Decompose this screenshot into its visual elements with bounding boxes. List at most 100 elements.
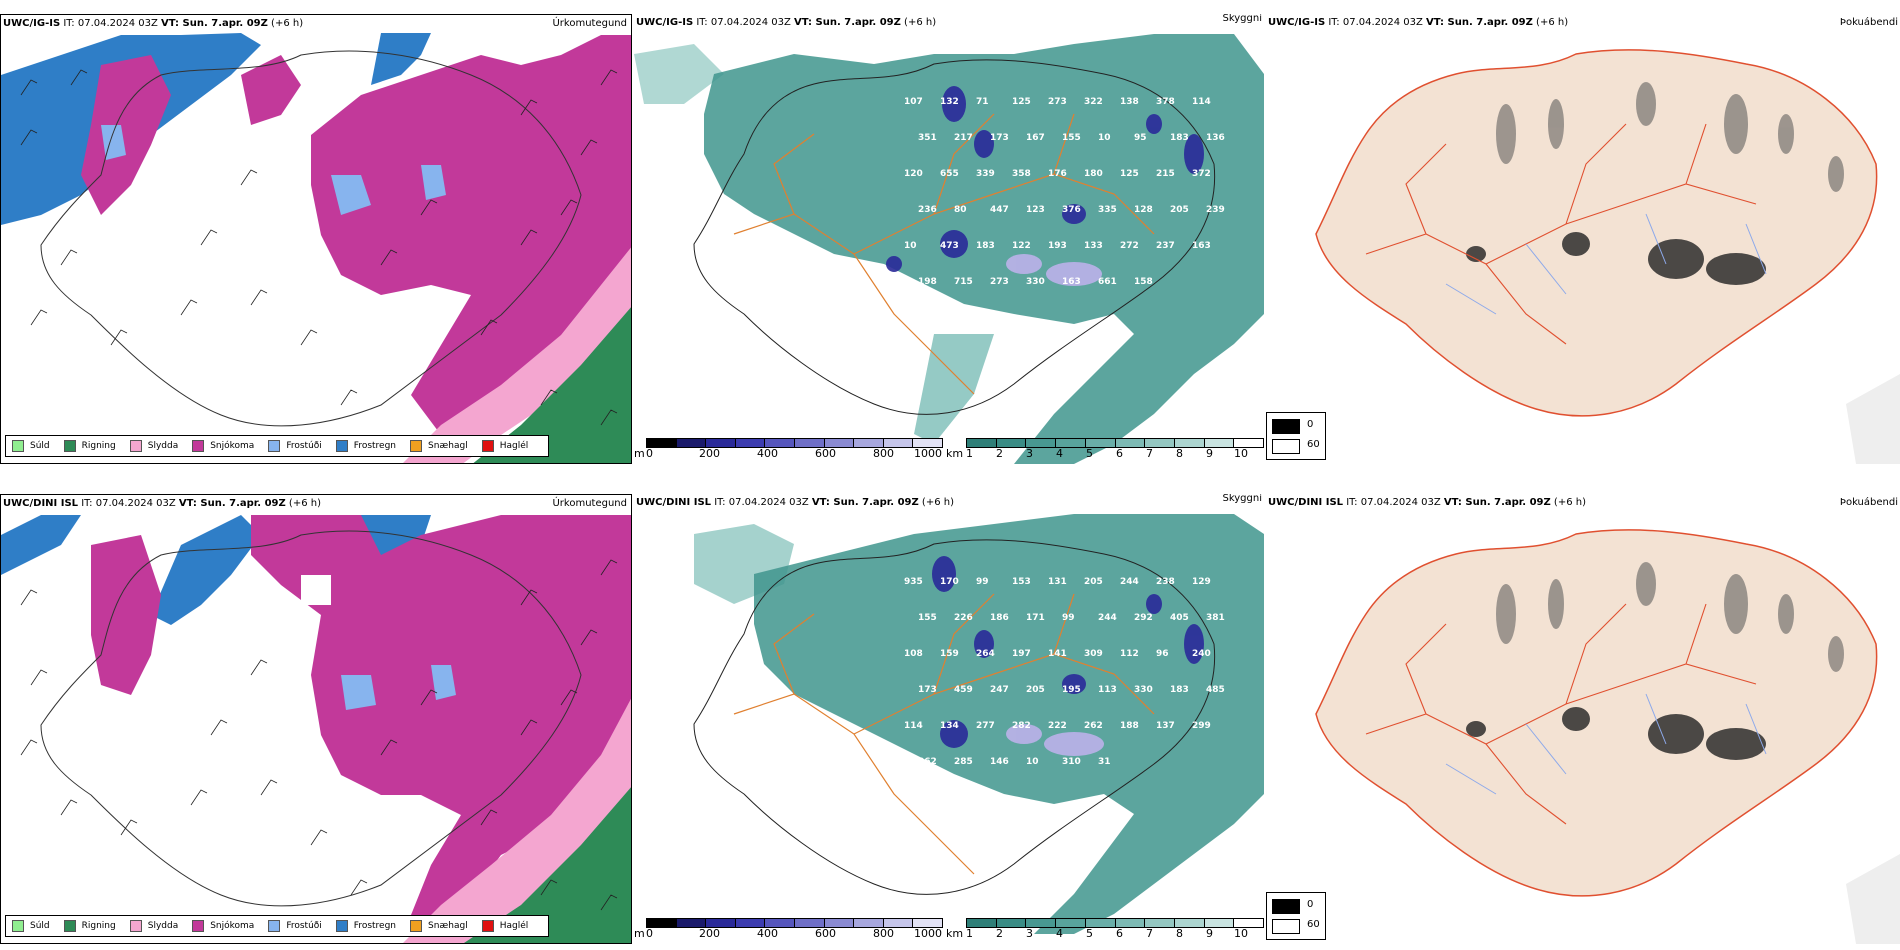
cloud-base-label: 655 xyxy=(940,169,959,179)
cloud-base-label: 80 xyxy=(954,205,967,215)
cloud-base-label: 134 xyxy=(940,721,959,731)
colorbar-unit: m xyxy=(634,927,645,940)
legend-item-snaehagl: Snæhagl xyxy=(410,920,468,932)
precip-legend: Súld Rigning Slydda Snjókoma Frostúði Fr… xyxy=(5,435,550,457)
cloud-base-label: 10 xyxy=(1098,133,1111,143)
cloud-base-label: 99 xyxy=(976,577,989,587)
cloud-base-label: 351 xyxy=(918,133,937,143)
cloud-base-label: 238 xyxy=(1156,577,1175,587)
cloud-base-label: 273 xyxy=(990,277,1009,287)
cloud-base-label: 378 xyxy=(1156,97,1175,107)
cloud-base-label: 31 xyxy=(1098,757,1111,767)
cloud-base-label: 193 xyxy=(1048,241,1067,251)
panel-title: Þokuábendi xyxy=(1839,17,1898,28)
cloud-base-label: 322 xyxy=(1084,97,1103,107)
cloud-base-labels: 107 132 71 125 273 322 138 378 114 351 217 173 167 15… xyxy=(904,97,1225,287)
colorbar-swatches xyxy=(646,438,943,448)
tick-label: 0 xyxy=(646,447,653,460)
cloud-base-label: 262 xyxy=(1084,721,1103,731)
cloud-base-label: 138 xyxy=(1120,97,1139,107)
cloud-base-label: 244 xyxy=(1098,613,1117,623)
cloud-base-label: 171 xyxy=(1026,613,1045,623)
cloud-base-label: 163 xyxy=(1192,241,1211,251)
fog-legend: 0 60 xyxy=(1266,892,1326,940)
cloud-base-label: 129 xyxy=(1192,577,1211,587)
panel-header: UWC/IG-IS IT: 07.04.2024 03Z VT: Sun. 7.… xyxy=(1268,17,1569,28)
cloud-base-label: 10 xyxy=(1026,757,1039,767)
cloud-base-label: 163 xyxy=(1062,277,1081,287)
fog-map xyxy=(1266,14,1900,464)
tick-label: 8 xyxy=(1176,447,1183,460)
legend-swatch xyxy=(12,920,24,932)
cloud-base-label: 125 xyxy=(1120,169,1139,179)
cloud-base-label: 459 xyxy=(954,685,973,695)
elevation-colorbar: m 0 200 400 600 800 1000 xyxy=(634,918,944,940)
cloud-base-label: 170 xyxy=(940,577,959,587)
cloud-base-label: 137 xyxy=(1156,721,1175,731)
cloud-base-label: 71 xyxy=(976,97,989,107)
legend-item-snaehagl: Snæhagl xyxy=(410,440,468,452)
cloud-base-label: 155 xyxy=(1062,133,1081,143)
cloud-base-label: 264 xyxy=(976,649,995,659)
cloud-base-label: 935 xyxy=(904,577,923,587)
cloud-base-label: 330 xyxy=(1026,277,1045,287)
legend-swatch xyxy=(268,920,281,932)
cloud-base-label: 715 xyxy=(954,277,973,287)
tick-label: 10 xyxy=(1234,447,1248,460)
fog-index-panel: UWC/IG-IS IT: 07.04.2024 03Z VT: Sun. 7.… xyxy=(1266,14,1900,464)
cloud-base-label: 215 xyxy=(1156,169,1175,179)
panel-title: Skyggni xyxy=(1222,14,1262,24)
cloud-base-label: 183 xyxy=(1170,133,1189,143)
cloud-base-label: 173 xyxy=(990,133,1009,143)
cloud-base-label: 95 xyxy=(1134,133,1147,143)
cloud-base-label: 237 xyxy=(1156,241,1175,251)
fog-swatch-dark xyxy=(1272,899,1300,914)
legend-swatch xyxy=(12,440,24,452)
cloud-base-label: 195 xyxy=(1062,685,1081,695)
legend-item-haglel: Haglél xyxy=(481,920,528,932)
panel-title: Úrkomutegund xyxy=(552,498,627,509)
legend-item-frostregn: Frostregn xyxy=(335,920,396,932)
cloud-base-label: 381 xyxy=(1206,613,1225,623)
cloud-base-label: 114 xyxy=(904,721,923,731)
tick-label: 8 xyxy=(1176,927,1183,940)
cloud-base-label: 299 xyxy=(1192,721,1211,731)
cloud-base-label: 226 xyxy=(954,613,973,623)
cloud-base-label: 247 xyxy=(990,685,1009,695)
legend-item-rigning: Rigning xyxy=(63,920,116,932)
legend-item-frostregn: Frostregn xyxy=(335,440,396,452)
cloud-base-label: 262 xyxy=(918,757,937,767)
wind-barbs xyxy=(20,69,618,426)
tick-label: 5 xyxy=(1086,447,1093,460)
cloud-base-label: 173 xyxy=(918,685,937,695)
visibility-panel: 107 132 71 125 273 322 138 378 114 351 217 173 167 15… xyxy=(634,14,1264,464)
cloud-base-label: 167 xyxy=(1026,133,1045,143)
cloud-base-label: 217 xyxy=(954,133,973,143)
tick-label: 1 xyxy=(966,447,973,460)
cloud-base-label: 183 xyxy=(976,241,995,251)
legend-swatch xyxy=(192,920,205,932)
cloud-base-label: 358 xyxy=(1012,169,1031,179)
cloud-base-label: 96 xyxy=(1156,649,1169,659)
cloud-base-label: 113 xyxy=(1098,685,1117,695)
cloud-base-label: 447 xyxy=(990,205,1009,215)
row-dini-isl: UWC/DINI ISL IT: 07.04.2024 03Z VT: Sun.… xyxy=(0,480,1900,945)
cloud-base-label: 473 xyxy=(940,241,959,251)
tick-label: 2 xyxy=(996,927,1003,940)
cloud-base-label: 244 xyxy=(1120,577,1139,587)
cloud-base-label: 376 xyxy=(1062,205,1081,215)
tick-label: 1000 xyxy=(914,447,942,460)
cloud-base-label: 405 xyxy=(1170,613,1189,623)
cloud-base-label: 335 xyxy=(1098,205,1117,215)
legend-swatch xyxy=(335,440,348,452)
tick-label: 3 xyxy=(1026,927,1033,940)
fog-legend: 0 60 xyxy=(1266,412,1326,460)
legend-swatch xyxy=(192,440,205,452)
cloud-base-label: 186 xyxy=(990,613,1009,623)
panel-title: Þokuábendi xyxy=(1839,497,1898,508)
cloud-base-label: 114 xyxy=(1192,97,1211,107)
fog-legend-label: 60 xyxy=(1307,919,1320,930)
legend-item-rigning: Rigning xyxy=(63,440,116,452)
legend-item-slydda: Slydda xyxy=(129,440,178,452)
